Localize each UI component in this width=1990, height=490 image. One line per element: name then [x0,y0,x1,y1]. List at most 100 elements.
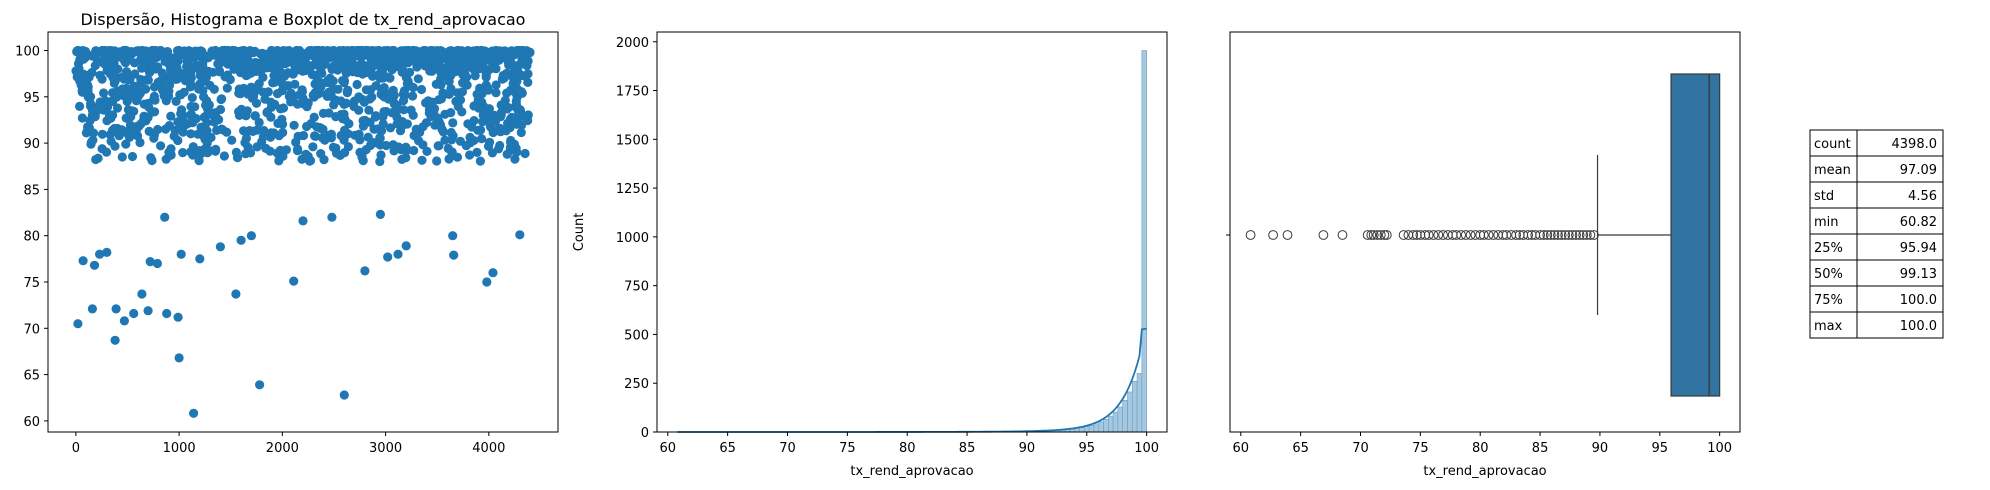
scatter-point [440,135,450,145]
stats-value: 60.82 [1900,215,1937,230]
x-tick-label: 70 [1352,441,1369,456]
scatter-point [190,102,200,112]
scatter-point [214,115,224,125]
scatter-point [305,156,316,166]
y-tick-label: 75 [23,276,40,291]
scatter-point [247,93,258,103]
scatter-point [368,71,378,81]
scatter-point [402,79,412,89]
scatter-point [428,97,438,107]
scatter-point [117,125,127,135]
scatter-point [110,76,120,86]
scatter-point [402,119,412,129]
scatter-point [235,89,245,99]
scatter-point [189,49,200,59]
boxplot-outlier [1268,230,1278,240]
scatter-point [186,63,196,73]
stats-value: 4398.0 [1892,137,1938,152]
scatter-point [481,112,491,122]
scatter-point [437,47,447,57]
scatter-point [307,69,317,80]
scatter-point [496,110,506,120]
scatter-point [244,56,254,66]
scatter-point [344,119,354,129]
scatter-point [432,156,442,166]
scatter-point [367,92,377,102]
boxplot-outlier [1368,230,1379,240]
scatter-point [506,46,516,56]
x-tick-label: 90 [1019,441,1036,456]
scatter-point [488,268,498,278]
scatter-point [395,126,406,136]
histogram-bar [1131,380,1138,433]
scatter-point [408,91,418,101]
scatter-point [424,104,434,115]
stats-row: count 4398.0 [1809,129,1944,157]
y-tick-label: 500 [624,328,649,343]
boxplot-outlier [1535,230,1545,240]
scatter-point [129,58,140,68]
stats-cell [1809,259,1858,287]
scatter-point [135,137,145,148]
scatter-point [272,89,283,99]
scatter-point [502,88,512,98]
scatter-point [278,80,288,90]
scatter-point [143,98,153,109]
y-tick-label: 65 [23,369,40,384]
scatter-point [208,108,219,119]
x-tick-label: 60 [1233,441,1250,456]
scatter-point [457,87,467,97]
scatter-panel: 0 1000 2000 3000 4000 60 65 70 75 80 85 90 95 100 [15,31,559,456]
scatter-point [379,56,389,66]
scatter-point [276,67,286,77]
scatter-point [514,60,524,70]
boxplot-outlier [1538,230,1549,240]
scatter-point [215,58,225,68]
x-tick-label: 80 [1472,441,1489,456]
histogram-bar [1088,425,1095,433]
scatter-point [399,86,410,96]
scatter-point [278,151,288,161]
histogram-bar [1117,406,1124,433]
scatter-point [401,142,411,152]
scatter-point [99,59,109,69]
y-tick-label: 1750 [616,85,649,100]
stats-cell [1856,181,1944,209]
x-tick-label: 95 [1652,441,1669,456]
scatter-point [72,46,82,56]
scatter-point [237,52,247,62]
scatter-point [498,70,508,81]
scatter-point [422,146,432,156]
boxplot-outlier [1428,230,1439,240]
scatter-point [348,67,358,77]
scatter-point [198,61,208,71]
x-tick-label: 80 [899,441,916,456]
scatter-point [342,88,352,98]
scatter-points [71,45,535,418]
scatter-point [461,47,471,57]
scatter-point [89,260,100,270]
scatter-point [472,147,482,157]
scatter-point [121,139,131,149]
scatter-point [161,154,171,164]
scatter-point [186,129,196,139]
scatter-point [166,111,176,121]
x-tick-label: 2000 [266,441,299,456]
scatter-point [265,146,275,156]
scatter-point [157,68,167,78]
scatter-point [281,58,291,68]
boxplot-outlier [1488,230,1499,240]
scatter-point [476,125,486,135]
boxplot-outlier [1545,230,1556,240]
scatter-point [99,88,109,98]
stats-value: 95.94 [1900,241,1937,256]
scatter-point [377,47,387,57]
scatter-point [251,66,261,76]
histogram-frame [656,31,1168,433]
scatter-point [160,53,170,64]
scatter-point [219,151,229,161]
scatter-point [162,308,172,319]
scatter-point [358,116,368,126]
scatter-point [97,74,107,84]
scatter-point [215,104,226,115]
